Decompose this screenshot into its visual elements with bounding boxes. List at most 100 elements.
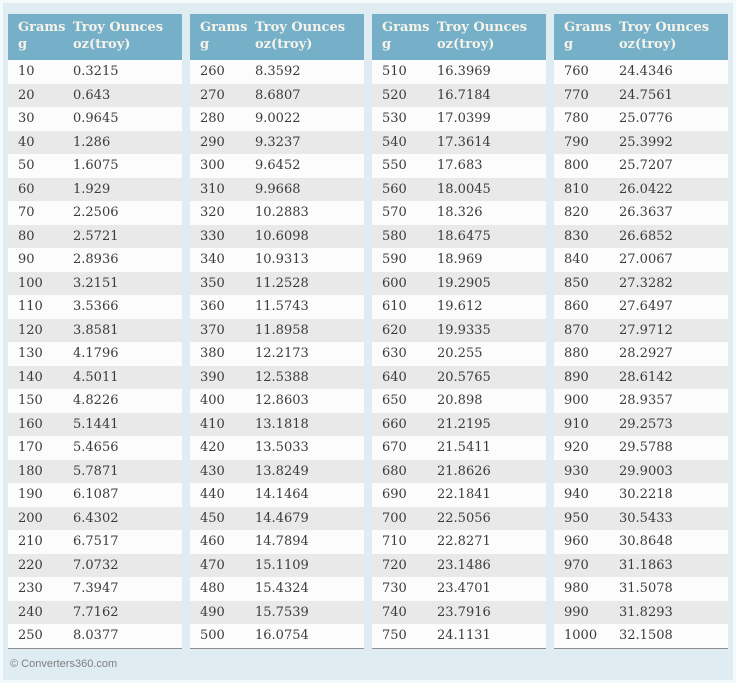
table-row: 940 30.2218: [554, 483, 728, 507]
table-row: 200 6.4302: [8, 506, 182, 530]
table-row: 420 13.5033: [190, 436, 364, 460]
grams-cell: 10: [18, 64, 35, 80]
troy-ounces-cell: 25.3992: [619, 134, 673, 150]
troy-ounces-cell: 17.0399: [437, 111, 491, 127]
troy-ounces-cell: 4.5011: [73, 369, 119, 385]
table-row: 270 8.6807: [190, 83, 364, 107]
troy-ounces-cell: 19.2905: [437, 275, 491, 291]
table-header: Grams g Troy Ounces oz(troy): [8, 14, 182, 60]
troy-ounces-cell: 14.1464: [255, 487, 309, 503]
grams-cell: 540: [382, 134, 407, 150]
troy-ounces-cell: 26.3637: [619, 205, 673, 221]
troy-ounces-cell: 30.8648: [619, 534, 673, 550]
troy-ounces-cell: 7.0732: [73, 557, 119, 573]
table-row: 800 25.7207: [554, 154, 728, 178]
grams-cell: 1000: [564, 628, 598, 644]
grams-cell: 450: [200, 510, 225, 526]
table-row: 750 24.1131: [372, 624, 546, 648]
table-row: 490 15.7539: [190, 600, 364, 624]
table-row: 530 17.0399: [372, 107, 546, 131]
grams-column-header: Grams g: [190, 19, 255, 53]
troy-ounces-column-header: Troy Ounces oz(troy): [619, 19, 728, 53]
grams-cell: 530: [382, 111, 407, 127]
grams-cell: 970: [564, 557, 589, 573]
troy-ounces-cell: 23.1486: [437, 557, 491, 573]
grams-cell: 380: [200, 346, 225, 362]
troy-ounces-cell: 29.9003: [619, 463, 673, 479]
grams-cell: 590: [382, 252, 407, 268]
table-row: 90 2.8936: [8, 248, 182, 272]
table-row: 110 3.5366: [8, 295, 182, 319]
grams-cell: 270: [200, 87, 225, 103]
table-body: 10 0.3215 20 0.643 30 0.9645 40 1.286: [8, 60, 182, 649]
grams-header-unit-name: Grams: [200, 20, 248, 35]
grams-cell: 850: [564, 275, 589, 291]
table-row: 830 26.6852: [554, 224, 728, 248]
table-row: 510 16.3969: [372, 60, 546, 84]
grams-cell: 720: [382, 557, 407, 573]
grams-cell: 650: [382, 393, 407, 409]
grams-cell: 800: [564, 158, 589, 174]
grams-header-unit-symbol: g: [564, 37, 574, 52]
troy-ounces-cell: 30.5433: [619, 510, 673, 526]
troy-ounces-column-header: Troy Ounces oz(troy): [255, 19, 364, 53]
troy-ounces-cell: 11.2528: [255, 275, 309, 291]
ounces-header-unit-name: Troy Ounces: [255, 20, 346, 35]
troy-ounces-column-header: Troy Ounces oz(troy): [73, 19, 182, 53]
table-body: 260 8.3592 270 8.6807 280 9.0022 290 9.3…: [190, 60, 364, 649]
grams-cell: 950: [564, 510, 589, 526]
grams-cell: 410: [200, 416, 225, 432]
table-row: 610 19.612: [372, 295, 546, 319]
troy-ounces-cell: 5.1441: [73, 416, 119, 432]
table-row: 240 7.7162: [8, 600, 182, 624]
troy-ounces-cell: 6.7517: [73, 534, 119, 550]
table-row: 100 3.2151: [8, 271, 182, 295]
grams-column-header: Grams g: [372, 19, 437, 53]
table-row: 350 11.2528: [190, 271, 364, 295]
table-row: 1000 32.1508: [554, 624, 728, 648]
table-row: 740 23.7916: [372, 600, 546, 624]
table-row: 850 27.3282: [554, 271, 728, 295]
grams-header-unit-name: Grams: [564, 20, 612, 35]
table-row: 50 1.6075: [8, 154, 182, 178]
grams-cell: 370: [200, 322, 225, 338]
grams-cell: 210: [18, 534, 43, 550]
troy-ounces-cell: 16.0754: [255, 628, 309, 644]
troy-ounces-cell: 31.1863: [619, 557, 673, 573]
troy-ounces-cell: 31.5078: [619, 581, 673, 597]
grams-cell: 550: [382, 158, 407, 174]
conversion-table-2: Grams g Troy Ounces oz(troy) 260 8.3592 …: [190, 14, 364, 649]
troy-ounces-cell: 16.3969: [437, 64, 491, 80]
troy-ounces-cell: 27.6497: [619, 299, 673, 315]
grams-cell: 300: [200, 158, 225, 174]
table-row: 890 28.6142: [554, 365, 728, 389]
troy-ounces-cell: 26.6852: [619, 228, 673, 244]
grams-cell: 160: [18, 416, 43, 432]
ounces-header-unit-symbol: oz(troy): [73, 37, 131, 52]
troy-ounces-cell: 31.8293: [619, 604, 673, 620]
troy-ounces-cell: 28.6142: [619, 369, 673, 385]
table-row: 670 21.5411: [372, 436, 546, 460]
troy-ounces-cell: 12.5388: [255, 369, 309, 385]
grams-header-unit-symbol: g: [18, 37, 28, 52]
troy-ounces-cell: 18.969: [437, 252, 483, 268]
table-header: Grams g Troy Ounces oz(troy): [190, 14, 364, 60]
table-row: 360 11.5743: [190, 295, 364, 319]
grams-cell: 870: [564, 322, 589, 338]
troy-ounces-cell: 9.9668: [255, 181, 301, 197]
table-row: 590 18.969: [372, 248, 546, 272]
table-row: 280 9.0022: [190, 107, 364, 131]
grams-cell: 280: [200, 111, 225, 127]
troy-ounces-cell: 18.0045: [437, 181, 491, 197]
grams-cell: 430: [200, 463, 225, 479]
troy-ounces-cell: 4.8226: [73, 393, 119, 409]
troy-ounces-cell: 3.2151: [73, 275, 119, 291]
table-row: 520 16.7184: [372, 83, 546, 107]
troy-ounces-cell: 0.643: [73, 87, 111, 103]
table-row: 790 25.3992: [554, 130, 728, 154]
table-row: 70 2.2506: [8, 201, 182, 225]
troy-ounces-cell: 6.1087: [73, 487, 119, 503]
table-row: 410 13.1818: [190, 412, 364, 436]
grams-cell: 240: [18, 604, 43, 620]
grams-cell: 910: [564, 416, 589, 432]
